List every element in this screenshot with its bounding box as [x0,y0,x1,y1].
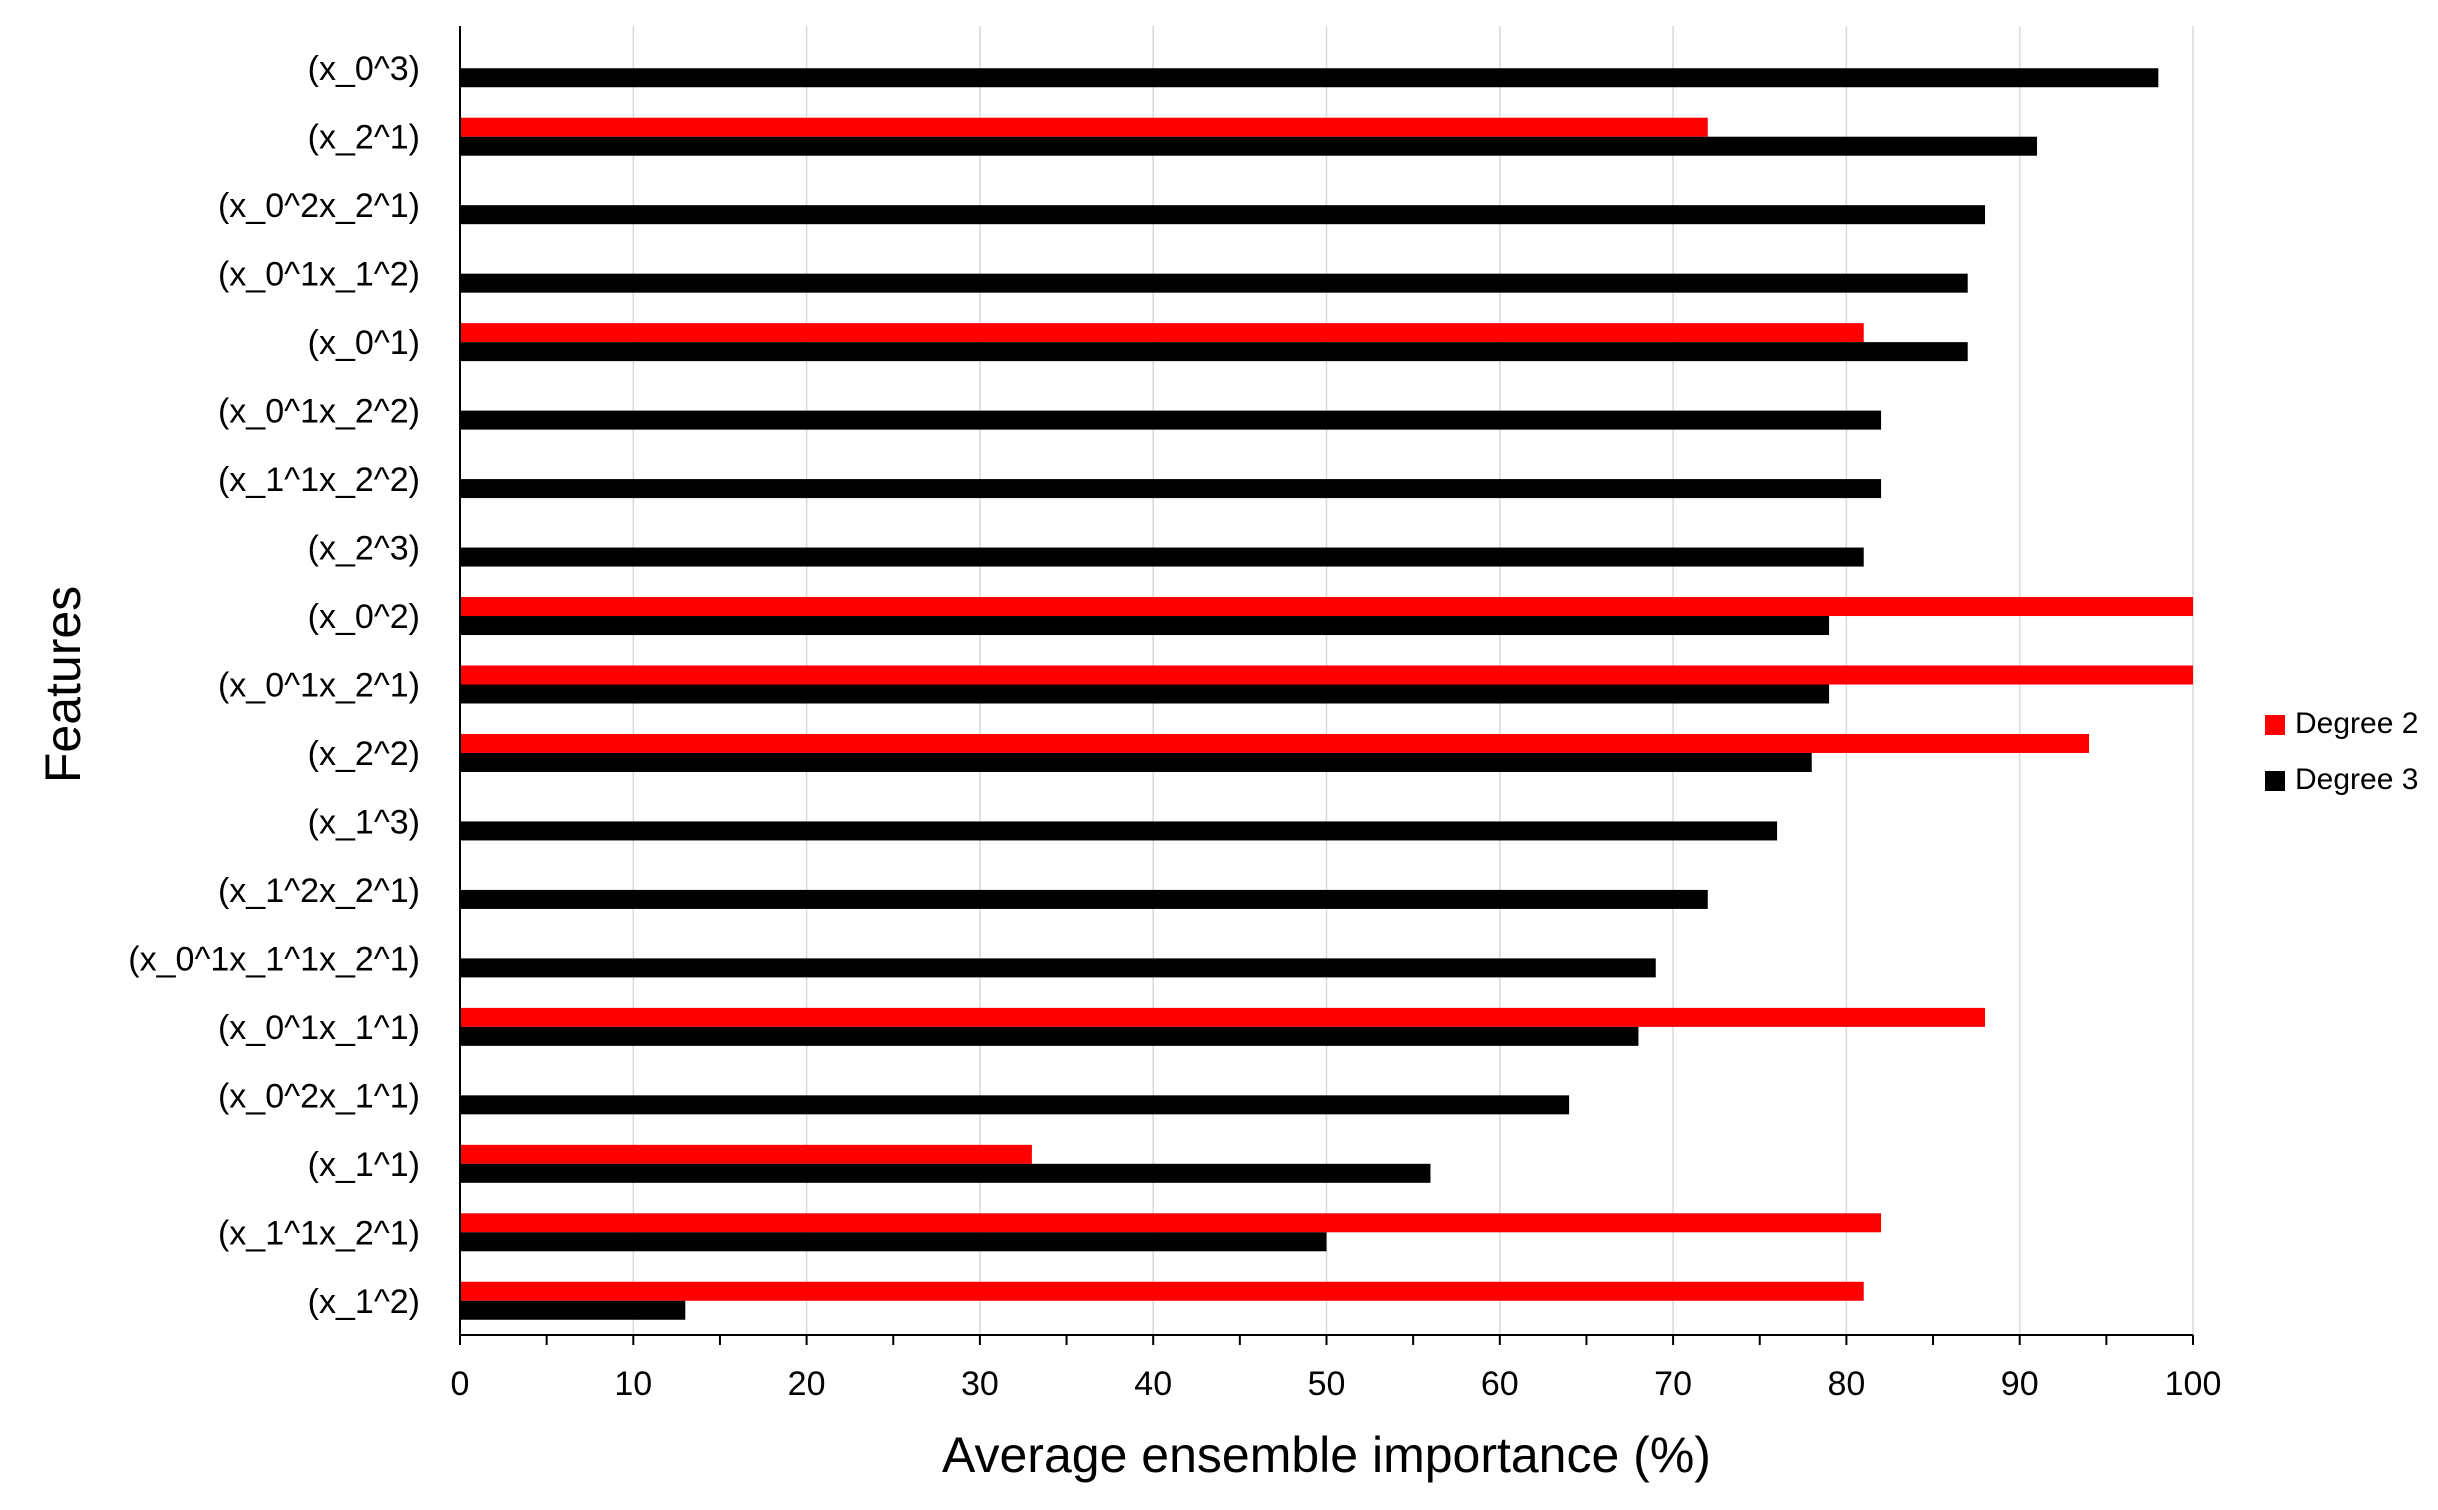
legend-label-0: Degree 2 [2295,707,2418,740]
bar-degree-3-5 [460,410,1882,430]
category-label-17: (x_1^1x_2^1) [218,1214,420,1252]
bar-degree-3-0 [460,68,2159,88]
bar-degree-3-3 [460,273,1968,293]
bar-degree-3-7 [460,547,1864,567]
x-tick-label-9: 90 [2001,1365,2039,1403]
category-label-12: (x_1^2x_2^1) [218,872,420,910]
bar-degree-2-8 [460,597,2193,617]
x-tick-label-8: 80 [1827,1365,1865,1403]
x-tick-label-10: 100 [2165,1365,2222,1403]
bar-degree-2-18 [460,1281,1864,1301]
category-label-10: (x_2^2) [308,735,420,773]
x-tick-label-1: 10 [614,1365,652,1403]
category-label-14: (x_0^1x_1^1) [218,1009,420,1047]
x-tick-label-5: 50 [1308,1365,1346,1403]
category-label-18: (x_1^2) [308,1283,420,1321]
category-label-1: (x_2^1) [308,119,420,157]
category-label-7: (x_2^3) [308,530,420,568]
bar-degree-3-16 [460,1163,1431,1183]
category-label-0: (x_0^3) [308,50,420,88]
category-label-3: (x_0^1x_1^2) [218,256,420,294]
bar-degree-3-13 [460,958,1656,978]
x-tick-label-7: 70 [1654,1365,1692,1403]
bar-degree-2-1 [460,117,1708,137]
legend-swatch-0 [2265,715,2285,735]
bar-degree-3-6 [460,479,1882,499]
bar-degree-3-1 [460,136,2038,156]
category-label-13: (x_0^1x_1^1x_2^1) [128,940,420,978]
bar-degree-2-10 [460,733,2090,753]
bar-degree-3-11 [460,821,1778,841]
category-label-11: (x_1^3) [308,803,420,841]
bar-degree-3-8 [460,616,1830,636]
axes [459,26,2194,1345]
category-label-9: (x_0^1x_2^1) [218,667,420,705]
category-label-4: (x_0^1) [308,324,420,362]
category-label-2: (x_0^2x_2^1) [218,187,420,225]
bar-degree-3-2 [460,205,1986,225]
category-label-8: (x_0^2) [308,598,420,636]
bar-degree-3-4 [460,342,1968,362]
x-axis-title: Average ensemble importance (%) [942,1427,1711,1483]
bar-degree-2-17 [460,1213,1882,1233]
bar-degree-3-17 [460,1232,1327,1252]
y-axis-title: Features [35,586,91,783]
bar-degree-2-14 [460,1007,1986,1027]
x-tick-label-6: 60 [1481,1365,1519,1403]
bar-degree-2-9 [460,665,2193,685]
x-tick-label-2: 20 [788,1365,826,1403]
bar-degree-3-15 [460,1095,1570,1115]
bar-degree-3-9 [460,684,1830,704]
x-tick-label-0: 0 [451,1365,470,1403]
category-label-15: (x_0^2x_1^1) [218,1077,420,1115]
bar-degree-3-18 [460,1300,686,1320]
legend-swatch-1 [2265,771,2285,791]
bar-degree-2-16 [460,1144,1032,1164]
legend-label-1: Degree 3 [2295,763,2418,796]
category-label-6: (x_1^1x_2^2) [218,461,420,499]
bars [460,68,2193,1320]
x-tick-label-3: 30 [961,1365,999,1403]
bar-degree-3-10 [460,752,1812,772]
bar-degree-2-4 [460,323,1864,343]
x-tick-labels: 0 10 20 30 40 50 60 70 80 90 100 [451,1365,2222,1403]
category-labels: (x_0^3) (x_2^1) (x_0^2x_2^1) (x_0^1x_1^2) (x… [128,50,420,1321]
bar-degree-3-12 [460,889,1708,909]
category-label-16: (x_1^1) [308,1146,420,1184]
category-label-5: (x_0^1x_2^2) [218,393,420,431]
bar-degree-3-14 [460,1026,1639,1046]
legend: Degree 2 Degree 3 [2265,707,2418,796]
x-tick-label-4: 40 [1134,1365,1172,1403]
